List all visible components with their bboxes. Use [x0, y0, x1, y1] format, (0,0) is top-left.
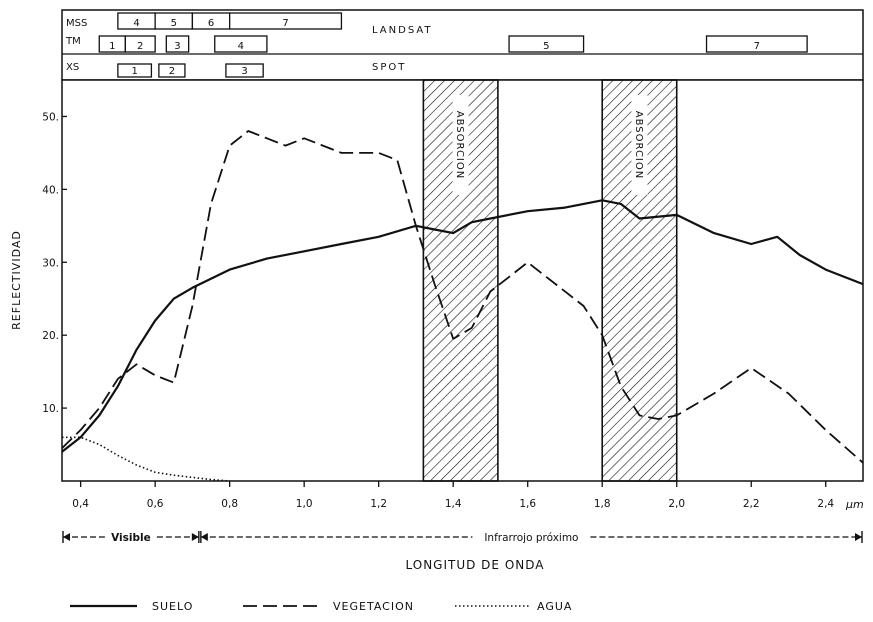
mss-row-label: MSS — [66, 18, 87, 29]
xs-band-1 — [117, 63, 153, 78]
x-tick-label-0,4: 0,4 — [72, 498, 89, 510]
y-tick-label-10: 10. — [42, 403, 59, 415]
series-layer — [61, 130, 864, 482]
x-tick-label-0,8: 0,8 — [221, 498, 238, 510]
absorption-label-1: ABSORCION — [454, 111, 465, 179]
region-arrow-left-1 — [63, 533, 70, 541]
x-tick-label-1,0: 1,0 — [296, 498, 313, 510]
tm-band-4 — [214, 35, 268, 53]
spot-label: SPOT — [372, 62, 406, 73]
xs-row-label: XS — [66, 62, 79, 73]
x-tick-label-2,2: 2,2 — [743, 498, 760, 510]
y-axis: 10. 20. 30. 40. 50. — [42, 111, 67, 415]
y-tick-label-50: 50. — [42, 111, 59, 123]
x-unit-label: µm — [845, 498, 864, 511]
tm-band-2 — [124, 35, 156, 53]
x-tick-label-1,2: 1,2 — [370, 498, 387, 510]
region-label-1: Visible — [111, 532, 151, 544]
mss-band-label-4: 4 — [133, 18, 139, 29]
tm-band-label-7: 7 — [754, 41, 760, 52]
legend-label-agua: AGUA — [537, 600, 572, 613]
y-tick-label-30: 30. — [42, 257, 59, 269]
y-tick-label-40: 40. — [42, 184, 59, 196]
series-suelo — [61, 199, 864, 453]
absorption-label-bg-2 — [631, 95, 648, 195]
band-boxes: 4 5 6 7 1 2 3 4 5 7 1 2 3 — [98, 12, 808, 78]
x-tick-label-0,6: 0,6 — [147, 498, 164, 510]
region-arrow-right-1 — [191, 533, 199, 541]
x-axis-label: LONGITUD DE ONDA — [406, 558, 545, 572]
xs-band-2 — [158, 63, 186, 78]
region-arrow-left-2 — [200, 533, 208, 541]
xs-band-label-3: 3 — [241, 66, 247, 77]
tm-row-label: TM — [65, 36, 81, 47]
landsat-label: LANDSAT — [372, 25, 433, 36]
x-tick-label-1,6: 1,6 — [519, 498, 536, 510]
tm-band-label-3: 3 — [174, 41, 180, 52]
series-agua — [62, 436, 230, 482]
tm-band-7 — [705, 35, 808, 53]
x-tick-label-1,8: 1,8 — [594, 498, 611, 510]
absorption-label-2: ABSORCION — [633, 111, 644, 179]
mss-band-7 — [229, 12, 343, 30]
series-vegetacion — [61, 130, 864, 464]
tm-band-label-1: 1 — [109, 41, 115, 52]
x-tick-label-2,4: 2,4 — [817, 498, 834, 510]
legend-label-vegetacion: VEGETACION — [333, 600, 414, 613]
tm-band-label-5: 5 — [543, 41, 549, 52]
x-axis: 0,4 0,6 0,8 1,0 1,2 1,4 1,6 1,8 2,0 2,2 2,4 — [72, 481, 834, 510]
mss-band-label-6: 6 — [208, 18, 214, 29]
sensor-band-header: MSS TM XS LANDSAT SPOT 4 5 6 7 1 2 3 4 5 7 1 2 3 — [61, 9, 864, 81]
mss-band-label-5: 5 — [171, 18, 177, 29]
tm-band-label-4: 4 — [238, 41, 244, 52]
tm-band-5 — [508, 35, 585, 53]
region-label-2: Infrarrojo próximo — [484, 532, 578, 544]
legend: SUELO VEGETACION AGUA — [70, 600, 572, 613]
region-arrow-right-2 — [855, 533, 862, 541]
spectral-regions: Visible Infrarrojo próximo — [62, 531, 863, 544]
x-tick-label-1,4: 1,4 — [445, 498, 462, 510]
legend-label-suelo: SUELO — [152, 600, 193, 613]
mss-band-label-7: 7 — [282, 18, 288, 29]
x-tick-label-2,0: 2,0 — [668, 498, 685, 510]
tm-band-3 — [165, 35, 190, 53]
y-axis-label: REFLECTIVIDAD — [10, 230, 23, 330]
xs-band-label-1: 1 — [131, 66, 137, 77]
xs-band-label-2: 2 — [169, 66, 175, 77]
xs-band-3 — [225, 63, 264, 78]
y-tick-label-20: 20. — [42, 330, 59, 342]
tm-band-label-2: 2 — [137, 41, 143, 52]
absorption-label-bg-1 — [452, 95, 469, 195]
